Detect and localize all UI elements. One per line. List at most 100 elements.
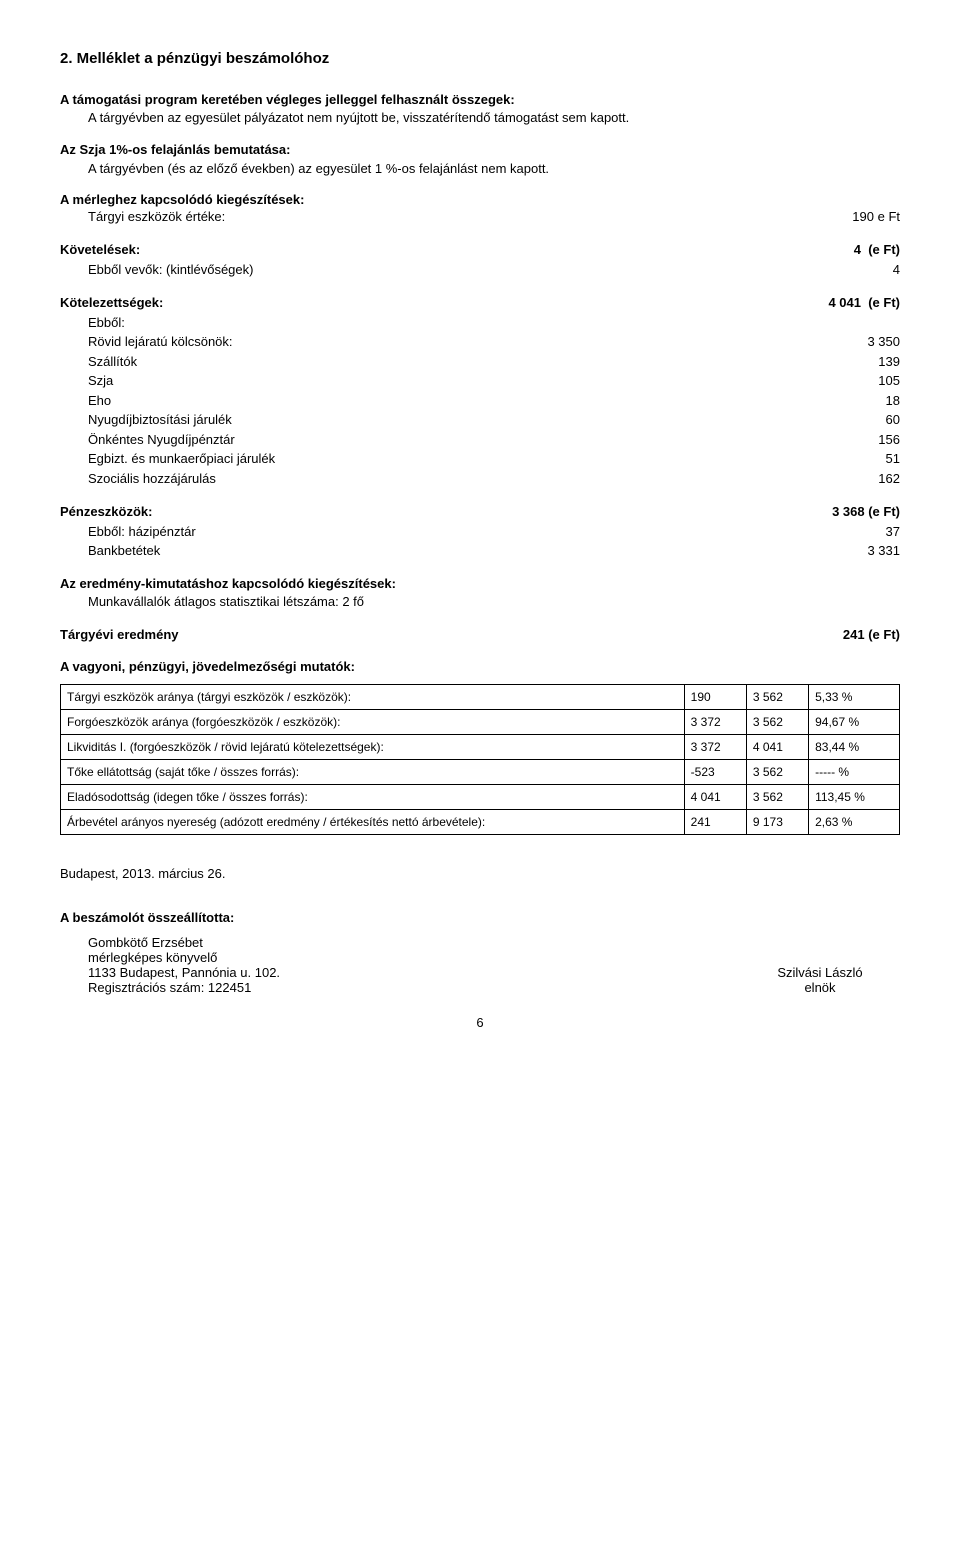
liability-item: Nyugdíjbiztosítási járulék60 — [88, 410, 900, 430]
liability-item-label: Önkéntes Nyugdíjpénztár — [88, 430, 770, 450]
kotelezettsegek-value: 4 041 (e Ft) — [770, 293, 900, 313]
income-statement-paragraph: Az eredmény-kimutatáshoz kapcsolódó kieg… — [60, 575, 900, 611]
ratio-col-c: 83,44 % — [809, 734, 900, 759]
ratio-col-b: 3 562 — [746, 784, 808, 809]
liability-item-value: 51 — [770, 449, 900, 469]
liability-item-value — [770, 313, 900, 333]
cash-item: Ebből: házipénztár37 — [88, 522, 900, 542]
liability-item-label: Egbizt. és munkaerőpiaci járulék — [88, 449, 770, 469]
ratio-col-a: 241 — [684, 809, 746, 834]
kov-sub-value: 4 — [770, 260, 900, 280]
para2-body: A tárgyévben (és az előző években) az eg… — [60, 160, 900, 178]
receivables-block: Követelések: 4 (e Ft) Ebből vevők: (kint… — [60, 240, 900, 279]
annual-result-block: Tárgyévi eredmény 241 (e Ft) — [60, 625, 900, 645]
table-row: Tőke ellátottság (saját tőke / összes fo… — [61, 759, 900, 784]
ratio-col-c: 94,67 % — [809, 709, 900, 734]
ratio-name: Tőke ellátottság (saját tőke / összes fo… — [61, 759, 685, 784]
cash-items: Ebből: házipénztár37Bankbetétek3 331 — [60, 522, 900, 561]
table-row: Forgóeszközök aránya (forgóeszközök / es… — [61, 709, 900, 734]
cash-item-value: 3 331 — [770, 541, 900, 561]
compiler-reg: Regisztrációs szám: 122451 — [88, 980, 280, 995]
liability-item: Rövid lejáratú kölcsönök:3 350 — [88, 332, 900, 352]
liability-item: Egbizt. és munkaerőpiaci járulék51 — [88, 449, 900, 469]
merleg-heading: A mérleghez kapcsolódó kiegészítések: — [60, 192, 900, 207]
ratio-col-c: 113,45 % — [809, 784, 900, 809]
ratio-name: Eladósodottság (idegen tőke / összes for… — [61, 784, 685, 809]
liability-item: Szociális hozzájárulás162 — [88, 469, 900, 489]
kovetelesek-label: Követelések: — [60, 240, 770, 260]
liability-item-label: Szja — [88, 371, 770, 391]
liability-item-value: 139 — [770, 352, 900, 372]
ratio-name: Árbevétel arányos nyereség (adózott ered… — [61, 809, 685, 834]
date-line: Budapest, 2013. március 26. — [60, 865, 900, 883]
liability-item-value: 156 — [770, 430, 900, 450]
ratio-col-a: -523 — [684, 759, 746, 784]
liability-item-label: Eho — [88, 391, 770, 411]
table-row: Eladósodottság (idegen tőke / összes for… — [61, 784, 900, 809]
liability-item-value: 18 — [770, 391, 900, 411]
liabilities-block: Kötelezettségek: 4 041 (e Ft) Ebből:Rövi… — [60, 293, 900, 488]
ratio-col-c: ----- % — [809, 759, 900, 784]
ratio-col-b: 3 562 — [746, 684, 808, 709]
para1-heading: A támogatási program keretében végleges … — [60, 92, 515, 107]
kov-sub-label: Ebből vevők: (kintlévőségek) — [88, 260, 770, 280]
ratio-col-b: 9 173 — [746, 809, 808, 834]
liabilities-items: Ebből:Rövid lejáratú kölcsönök:3 350Szál… — [60, 313, 900, 489]
compiler-address: 1133 Budapest, Pannónia u. 102. — [88, 965, 280, 980]
targyi-value: 190 e Ft — [770, 207, 900, 227]
targyi-row: Tárgyi eszközök értéke: 190 e Ft — [60, 207, 900, 227]
signer-title: elnök — [740, 980, 900, 995]
szja-paragraph: Az Szja 1%-os felajánlás bemutatása: A t… — [60, 141, 900, 177]
compiler-block: Gombkötő Erzsébet mérlegképes könyvelő 1… — [60, 935, 280, 995]
kotelezettsegek-label: Kötelezettségek: — [60, 293, 770, 313]
ratio-col-a: 4 041 — [684, 784, 746, 809]
liability-item: Szállítók139 — [88, 352, 900, 372]
targyi-label: Tárgyi eszközök értéke: — [88, 207, 770, 227]
liability-item-value: 3 350 — [770, 332, 900, 352]
eredm-body: Munkavállalók átlagos statisztikai létsz… — [60, 593, 900, 611]
compiler-title: mérlegképes könyvelő — [88, 950, 280, 965]
section-title: 2. Melléklet a pénzügyi beszámolóhoz — [60, 50, 900, 67]
liability-item: Ebből: — [88, 313, 900, 333]
compiler-heading: A beszámolót összeállította: — [60, 909, 900, 927]
ratio-col-c: 2,63 % — [809, 809, 900, 834]
cash-item-label: Ebből: házipénztár — [88, 522, 770, 542]
ratios-table: Tárgyi eszközök aránya (tárgyi eszközök … — [60, 684, 900, 835]
signature-row: Gombkötő Erzsébet mérlegképes könyvelő 1… — [60, 935, 900, 995]
liability-item-label: Szállítók — [88, 352, 770, 372]
ratio-col-b: 3 562 — [746, 709, 808, 734]
liability-item-label: Ebből: — [88, 313, 770, 333]
cash-item-label: Bankbetétek — [88, 541, 770, 561]
ratio-name: Forgóeszközök aránya (forgóeszközök / es… — [61, 709, 685, 734]
cash-item: Bankbetétek3 331 — [88, 541, 900, 561]
kotelezettsegek-row: Kötelezettségek: 4 041 (e Ft) — [60, 293, 900, 313]
liability-item-label: Szociális hozzájárulás — [88, 469, 770, 489]
ratio-col-c: 5,33 % — [809, 684, 900, 709]
kov-sub-row: Ebből vevők: (kintlévőségek) 4 — [60, 260, 900, 280]
table-row: Árbevétel arányos nyereség (adózott ered… — [61, 809, 900, 834]
ratio-col-b: 3 562 — [746, 759, 808, 784]
liability-item-value: 60 — [770, 410, 900, 430]
liability-item-label: Rövid lejáratú kölcsönök: — [88, 332, 770, 352]
ratio-col-a: 3 372 — [684, 734, 746, 759]
support-program-paragraph: A támogatási program keretében végleges … — [60, 91, 900, 127]
penzeszkozok-value: 3 368 (e Ft) — [770, 502, 900, 522]
cash-item-value: 37 — [770, 522, 900, 542]
targyevi-label: Tárgyévi eredmény — [60, 625, 770, 645]
kovetelesek-row: Követelések: 4 (e Ft) — [60, 240, 900, 260]
penzeszkozok-label: Pénzeszközök: — [60, 502, 770, 522]
table-row: Likviditás I. (forgóeszközök / rövid lej… — [61, 734, 900, 759]
liability-item-value: 162 — [770, 469, 900, 489]
ratio-name: Tárgyi eszközök aránya (tárgyi eszközök … — [61, 684, 685, 709]
signer-block: Szilvási László elnök — [740, 965, 900, 995]
liability-item: Önkéntes Nyugdíjpénztár156 — [88, 430, 900, 450]
vagyoni-heading: A vagyoni, pénzügyi, jövedelmezőségi mut… — [60, 659, 900, 674]
targyevi-value: 241 (e Ft) — [770, 625, 900, 645]
balance-additions-block: A mérleghez kapcsolódó kiegészítések: Tá… — [60, 192, 900, 227]
liability-item: Szja105 — [88, 371, 900, 391]
liability-item: Eho18 — [88, 391, 900, 411]
liability-item-value: 105 — [770, 371, 900, 391]
page-number: 6 — [60, 1015, 900, 1030]
ratio-col-a: 190 — [684, 684, 746, 709]
ratio-col-b: 4 041 — [746, 734, 808, 759]
